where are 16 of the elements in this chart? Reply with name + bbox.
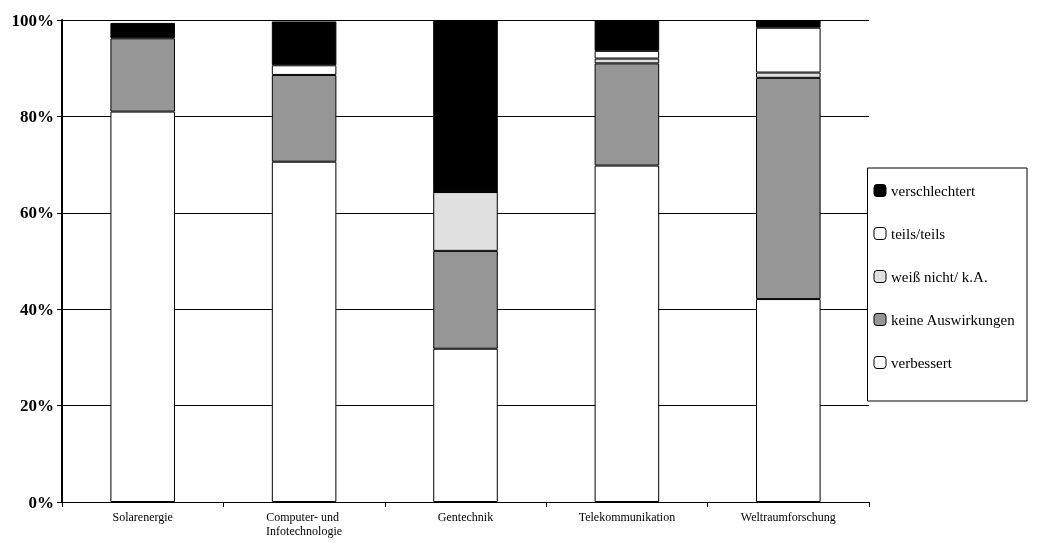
- y-tick-label: 60%: [20, 203, 54, 223]
- legend-label: verbessert: [891, 354, 953, 371]
- y-tick-label: 40%: [20, 299, 54, 319]
- x-tick-label: Telekommunikation: [578, 510, 676, 524]
- legend-label: weiß nicht/ k.A.: [891, 268, 988, 285]
- legend-label: keine Auswirkungen: [891, 311, 1016, 328]
- y-tick-label: 80%: [20, 106, 54, 126]
- x-tick-label: Solarenergie: [112, 510, 173, 524]
- y-tick-label: 0%: [28, 492, 54, 512]
- legend-label: teils/teils: [891, 225, 946, 242]
- legend-label: verschlechtert: [891, 182, 976, 199]
- x-tick-label: Computer- und Infotechnologie: [266, 510, 343, 538]
- y-tick-label: 100%: [11, 10, 54, 30]
- x-tick-label: Weltraumforschung: [740, 510, 836, 524]
- x-tick-label: Gentechnik: [437, 510, 494, 524]
- y-tick-label: 20%: [20, 396, 54, 416]
